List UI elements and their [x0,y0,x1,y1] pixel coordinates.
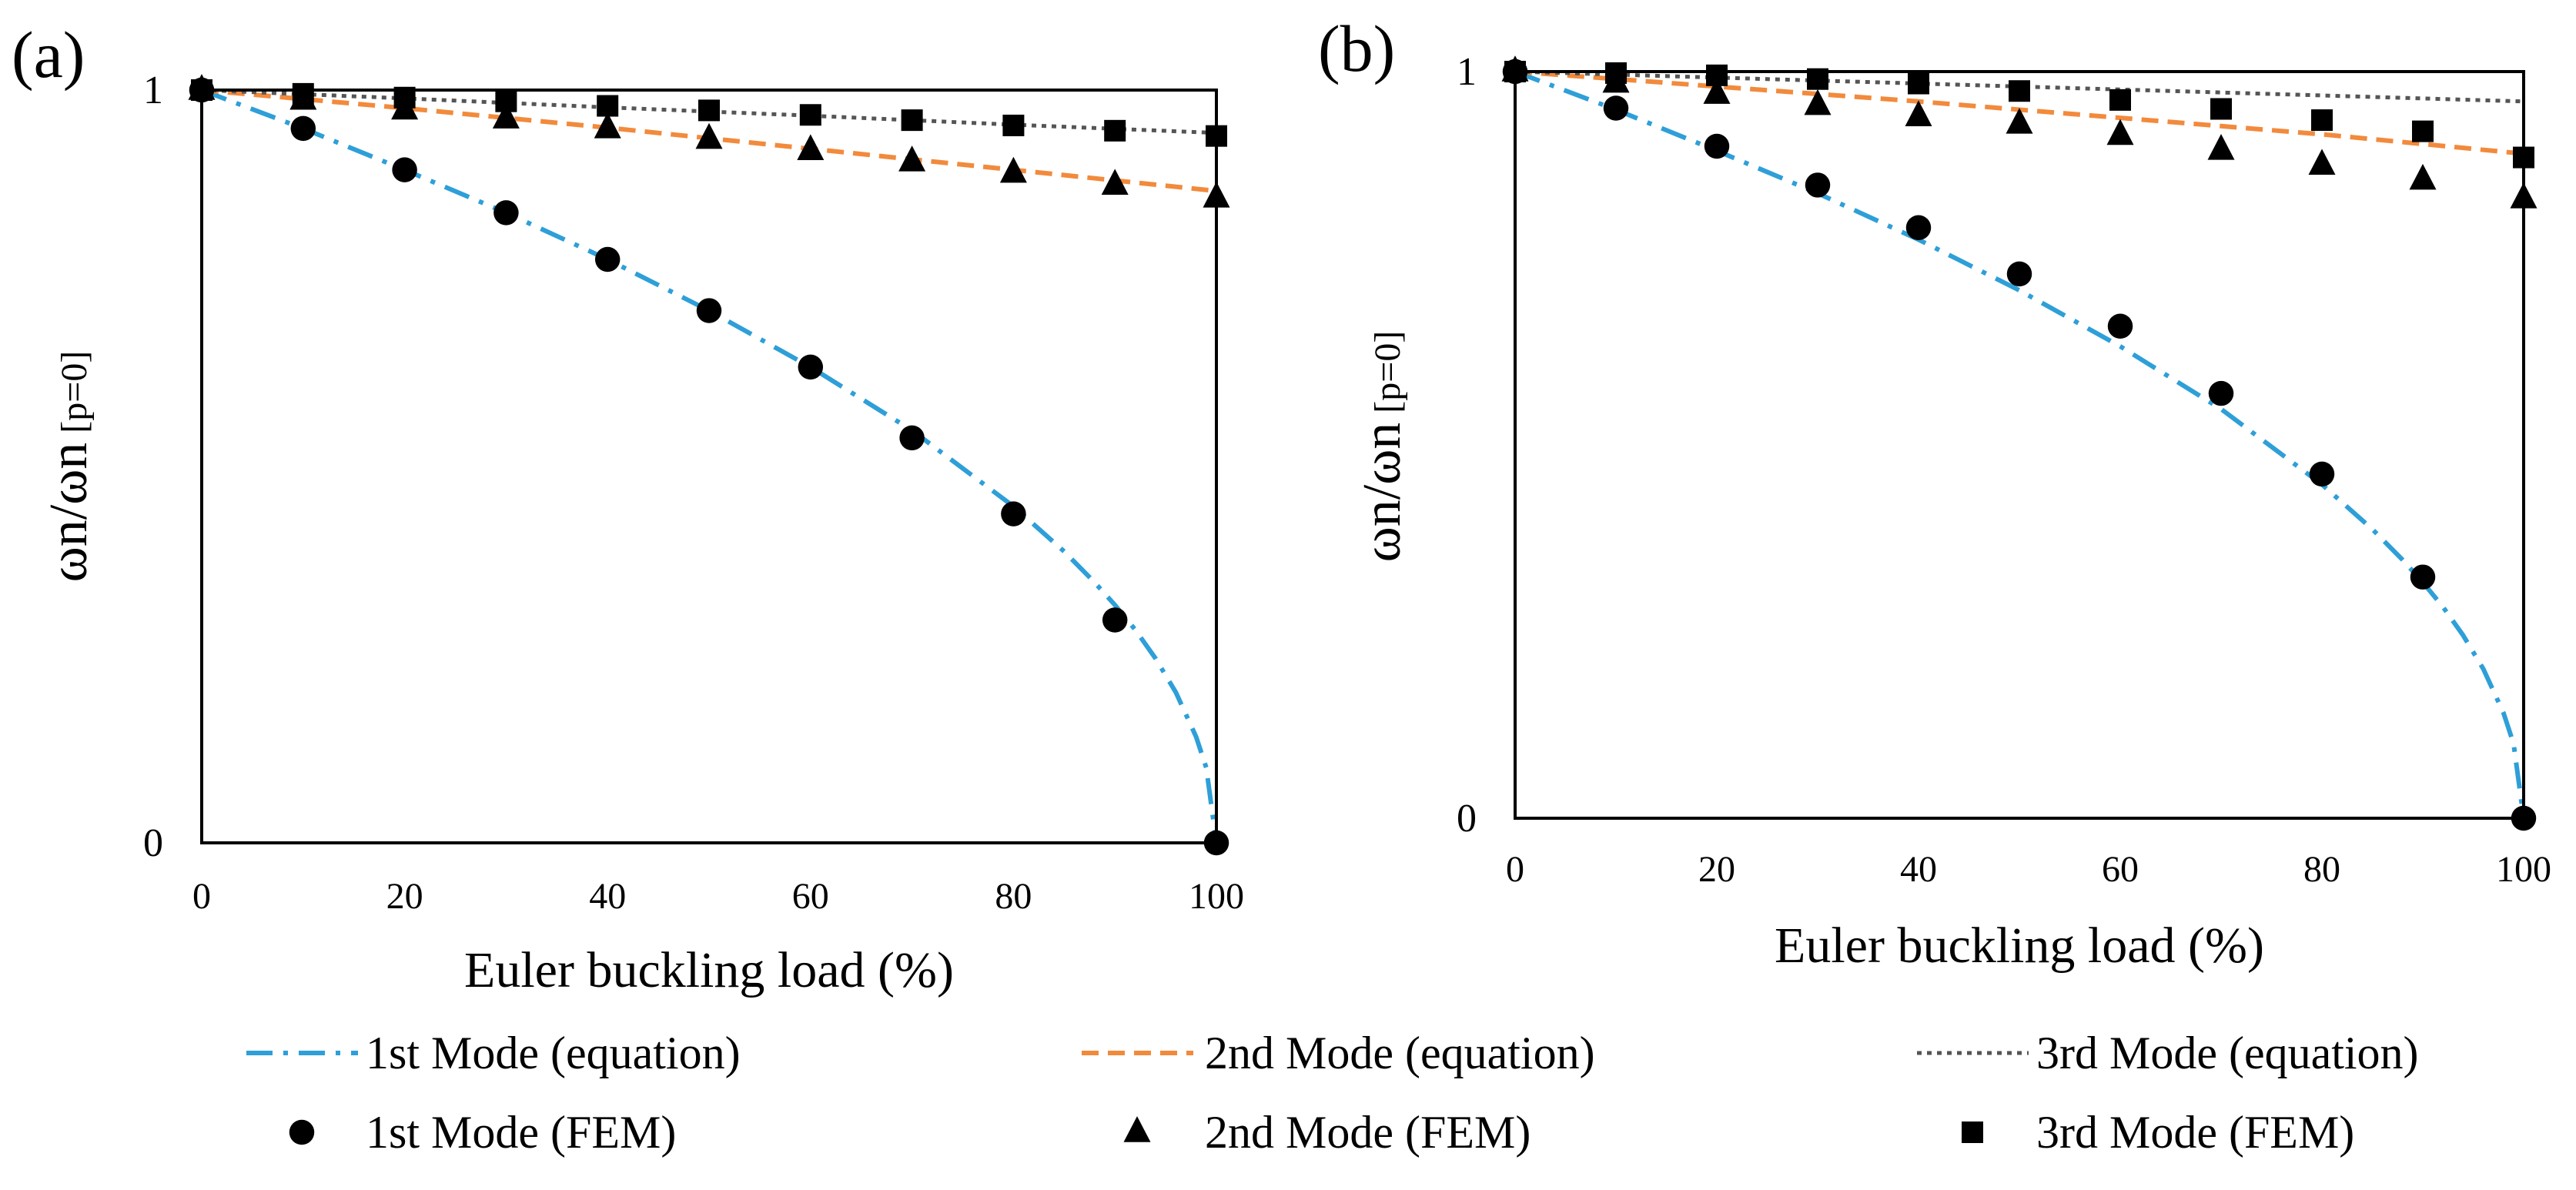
legend-swatch-circle [289,1119,315,1145]
legend-item: 1st Mode (equation) [246,1028,741,1078]
x-tick-label: 60 [792,876,829,917]
fem-point-square [2109,89,2131,111]
fem-point-square [2009,80,2030,102]
fem-point-circle [1905,215,1932,240]
fem-point-circle [290,115,316,142]
fem-point-triangle [999,156,1027,183]
fem-point-triangle [898,145,926,172]
fem-point-triangle [1101,169,1129,195]
x-tick-label: 20 [386,876,423,917]
legend-label: 1st Mode (FEM) [366,1107,676,1158]
y-axis-label: ωn/ωn [p=0] [39,351,99,583]
x-tick-label: 100 [1189,876,1244,917]
fem-point-circle [1102,607,1128,633]
legend-item: 2nd Mode (FEM) [1123,1107,1531,1158]
x-axis-label: Euler buckling load (%) [464,942,954,998]
series-line-1 [200,88,1219,844]
x-tick-label: 80 [2303,849,2340,890]
fem-point-triangle [2308,149,2336,175]
y-axis-label-sub: [p=0] [54,351,95,433]
x-tick-label: 40 [1900,849,1937,890]
fem-point-circle [1001,501,1026,526]
fem-point-triangle [492,102,520,129]
fem-point-circle [1603,95,1629,121]
fem-point-square [799,104,821,126]
fem-point-square [1706,64,1728,86]
panel-b: (b) 0 20 40 60 80 100 0 1 Euler buckling load (… [1318,12,2551,974]
x-tick-label: 80 [995,876,1032,917]
fem-point-circle [899,425,925,451]
legend-item: 3rd Mode (FEM) [1962,1107,2354,1158]
x-tick-label: 100 [2496,849,2551,890]
x-tick-label: 0 [1506,849,1524,890]
x-axis-label: Euler buckling load (%) [1775,918,2264,974]
y-tick-label: 1 [143,69,163,112]
fem-point-circle [2309,461,2335,487]
legend-item: 2nd Mode (equation) [1082,1028,1595,1078]
fem-point-circle [1704,133,1730,159]
y-tick-label: 1 [1457,50,1477,94]
x-tick-label: 20 [1698,849,1735,890]
plot-frame [200,89,1218,844]
legend-item: 3rd Mode (equation) [1917,1028,2419,1078]
fem-point-triangle [797,134,825,161]
x-tick-label: 0 [192,876,211,917]
fem-point-triangle [2006,108,2033,134]
y-axis-label-main: ωn/ωn [1353,423,1412,563]
legend-item: 1st Mode (FEM) [289,1107,676,1158]
fem-point-triangle [1905,100,1932,126]
fem-point-triangle [2106,119,2134,145]
legend-swatch-square [1962,1121,1983,1143]
fem-point-square [597,95,619,117]
plot-frame [1514,70,2525,820]
fem-point-triangle [2409,163,2437,190]
legend-label: 1st Mode (equation) [366,1028,741,1078]
fem-point-square [1002,114,1025,136]
fem-point-circle [696,298,722,323]
legend-label: 2nd Mode (FEM) [1205,1107,1531,1158]
fem-point-circle [392,157,417,182]
x-tick-label: 40 [589,876,626,917]
y-axis-label-sub: [p=0] [1367,331,1408,413]
y-axis-label: ωn/ωn [p=0] [1353,331,1412,563]
fem-point-circle [798,354,824,380]
fem-point-square [698,99,720,122]
fem-point-square [2210,98,2232,120]
legend-label: 3rd Mode (equation) [2036,1028,2419,1078]
fem-point-square [901,109,923,132]
fem-point-triangle [1703,78,1731,104]
fem-point-circle [594,246,621,272]
x-tick-label: 60 [2102,849,2139,890]
series-line-1 [1514,69,2526,819]
legend-label: 2nd Mode (equation) [1205,1028,1595,1078]
fem-point-square [2311,109,2333,132]
fem-point-square [2412,120,2434,142]
panel-label: (b) [1318,12,1395,85]
fem-point-triangle [1804,89,1832,115]
y-tick-label: 0 [1457,797,1477,841]
fem-point-square [1908,72,1929,95]
fem-point-circle [2410,564,2436,590]
y-axis-label-main: ωn/ωn [39,443,99,583]
legend-label: 3rd Mode (FEM) [2036,1107,2354,1158]
fem-point-circle [2006,261,2032,287]
panel-a: (a) 0 20 40 60 80 100 0 1 Euler buckling load (… [12,18,1244,998]
fem-point-circle [2107,313,2133,339]
fem-point-square [1104,119,1126,142]
fem-point-triangle [2207,134,2235,160]
legend-swatch-triangle [1123,1116,1151,1142]
legend: 1st Mode (equation) 2nd Mode (equation) 3r… [246,1028,2419,1158]
fem-point-triangle [695,122,723,149]
y-tick-label: 0 [143,821,163,865]
fem-point-square [292,82,314,105]
panel-label: (a) [12,18,85,92]
fem-point-circle [1805,172,1831,198]
fem-point-circle [2208,380,2234,406]
fem-point-square [495,90,517,112]
fem-point-circle [493,200,519,226]
fem-point-triangle [594,112,621,139]
